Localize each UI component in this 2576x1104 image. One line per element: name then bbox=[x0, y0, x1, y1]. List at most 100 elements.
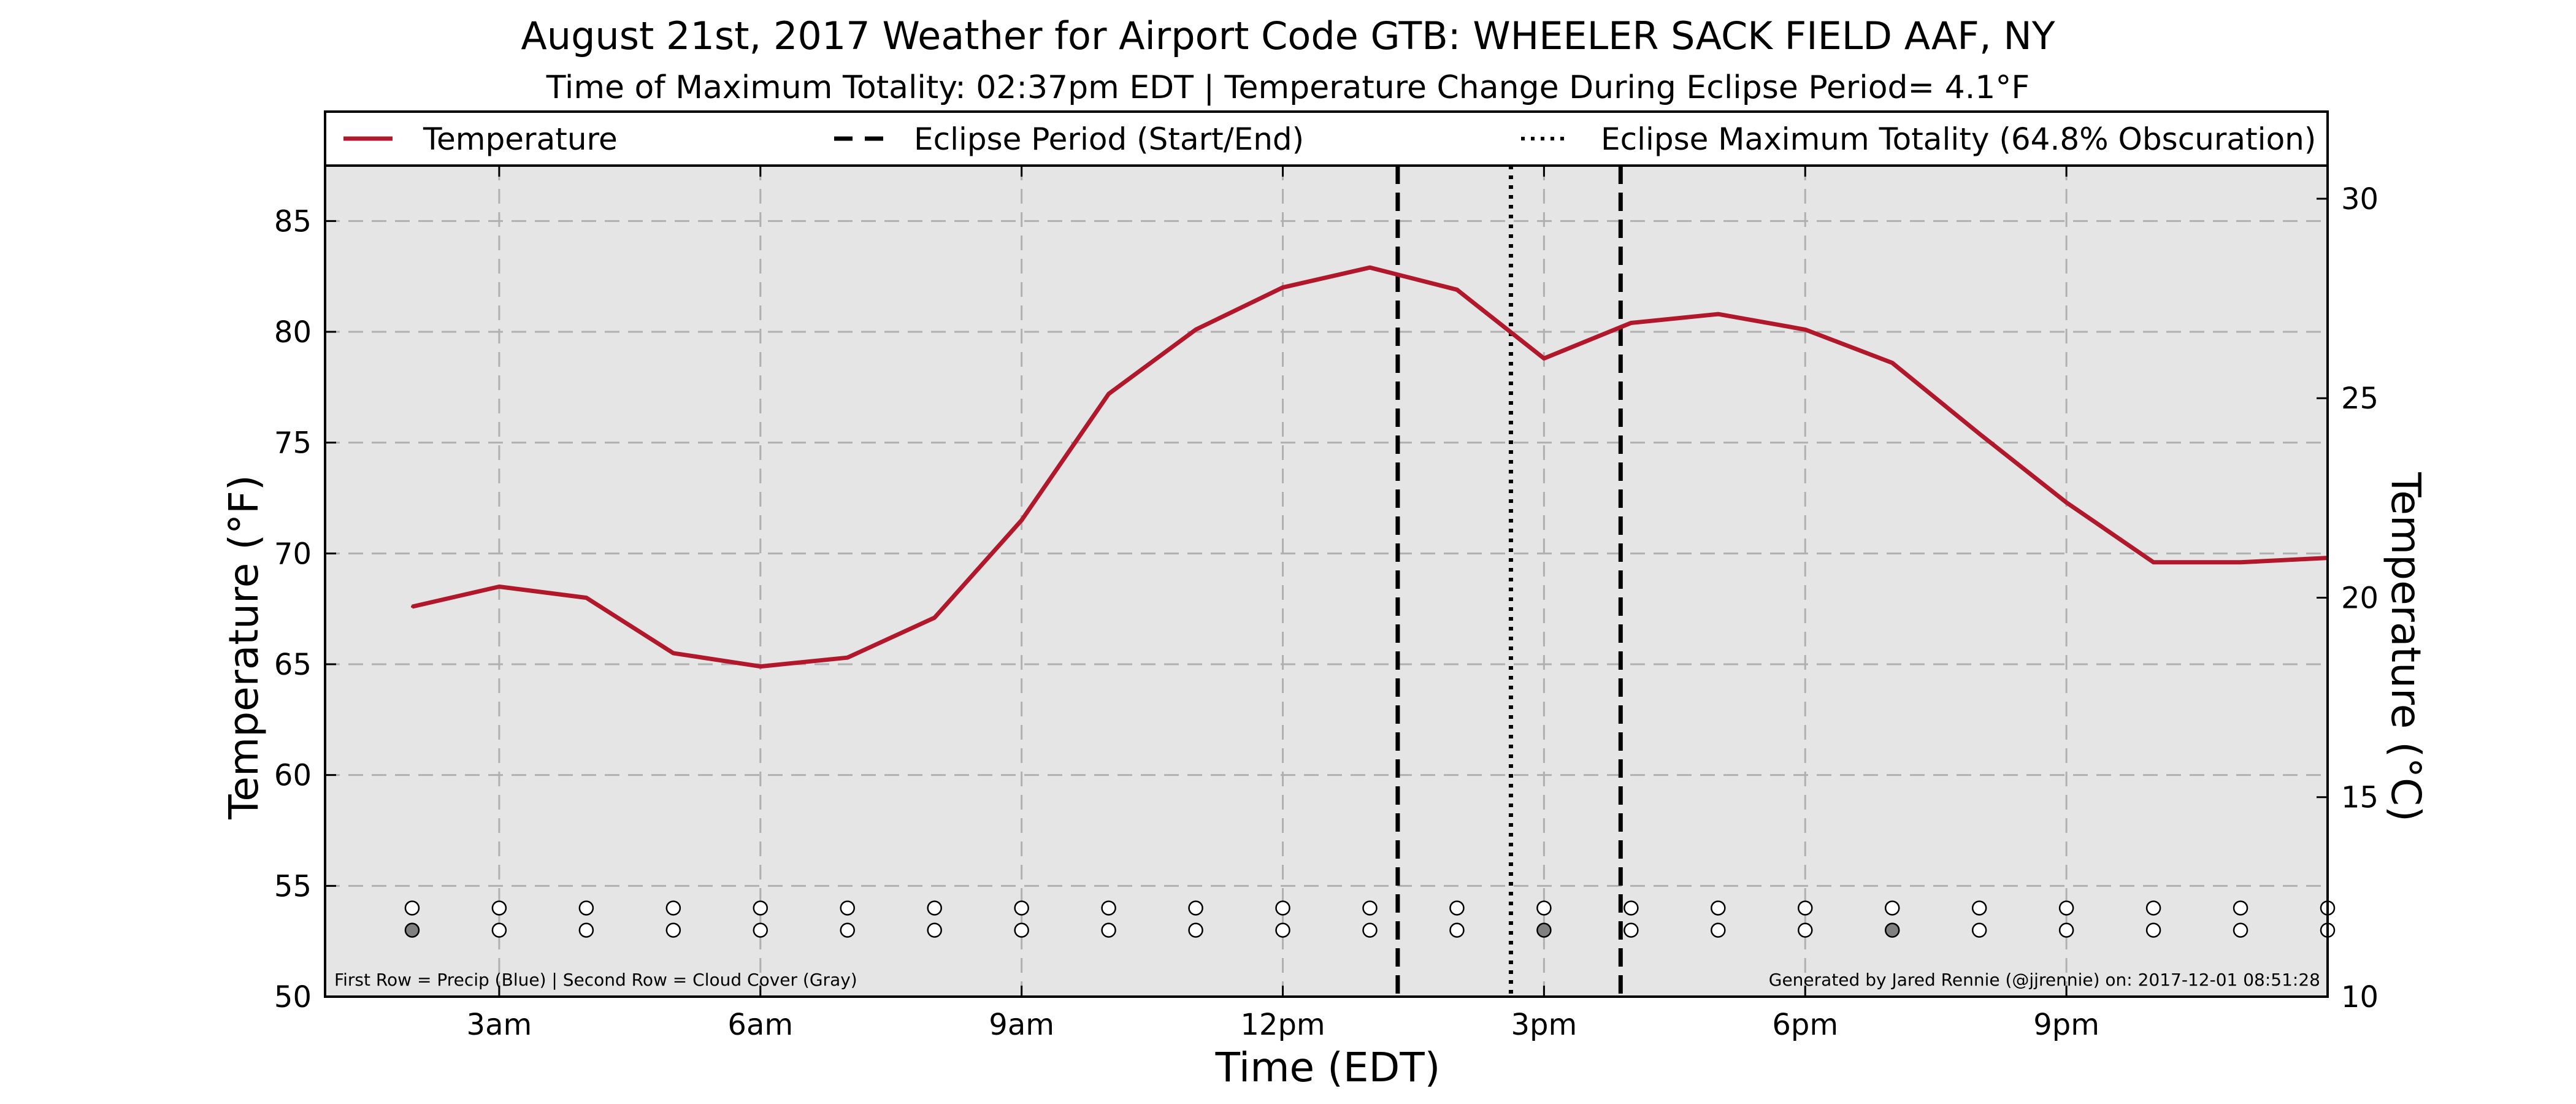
legend-box bbox=[324, 110, 2329, 167]
cloud-cover-marker bbox=[491, 922, 507, 938]
precip-marker bbox=[840, 900, 855, 916]
cloud-cover-marker bbox=[665, 922, 681, 938]
temperature-point bbox=[1020, 519, 1023, 522]
temperature-point bbox=[1455, 288, 1459, 291]
plot-area bbox=[325, 166, 2328, 997]
cloud-cover-marker bbox=[1798, 922, 1813, 938]
precip-marker bbox=[491, 900, 507, 916]
temperature-point bbox=[933, 616, 936, 619]
y-left-tick-label: 75 bbox=[274, 426, 312, 461]
temperature-point bbox=[1194, 328, 1197, 331]
precip-marker bbox=[1014, 900, 1029, 916]
y-axis-left-label: Temperature (°F) bbox=[220, 475, 267, 820]
cloud-cover-marker bbox=[1711, 922, 1726, 938]
temperature-point bbox=[585, 596, 588, 599]
temperature-point bbox=[2065, 501, 2068, 504]
x-tick-label: 6pm bbox=[1772, 1008, 1838, 1042]
x-tick-label: 3am bbox=[467, 1008, 532, 1042]
precip-marker bbox=[1798, 900, 1813, 916]
y-right-tick-label: 15 bbox=[2341, 781, 2379, 815]
y-right-tick-label: 20 bbox=[2341, 581, 2379, 615]
precip-marker bbox=[1101, 900, 1116, 916]
y-left-tick-label: 55 bbox=[274, 869, 312, 903]
x-axis-ticks: 3am 6am 9am 12pm 3pm 6pm 9pm bbox=[467, 166, 2099, 1042]
cloud-cover-marker bbox=[1101, 922, 1116, 938]
temperature-point bbox=[1281, 286, 1284, 289]
legend-label: Eclipse Period (Start/End) bbox=[914, 121, 1304, 157]
cloud-cover-marker bbox=[1971, 922, 1987, 938]
precip-marker bbox=[1536, 900, 1552, 916]
chart-title: August 21st, 2017 Weather for Airport Co… bbox=[521, 13, 2055, 58]
precip-marker bbox=[2058, 900, 2074, 916]
precip-marker bbox=[665, 900, 681, 916]
cloud-cover-marker bbox=[1449, 922, 1465, 938]
cloud-cover-marker bbox=[1884, 922, 1900, 938]
footnote-left: First Row = Precip (Blue) | Second Row =… bbox=[334, 970, 857, 990]
footnote-right: Generated by Jared Rennie (@jjrennie) on… bbox=[1769, 970, 2320, 990]
chart-subtitle: Time of Maximum Totality: 02:37pm EDT | … bbox=[546, 69, 2030, 106]
precip-marker bbox=[1275, 900, 1290, 916]
cloud-cover-marker bbox=[1014, 922, 1029, 938]
precip-marker bbox=[1711, 900, 1726, 916]
legend: Temperature Eclipse Period (Start/End) Ecl… bbox=[324, 110, 2329, 167]
cloud-cover-marker bbox=[2145, 922, 2161, 938]
cloud-cover-marker bbox=[927, 922, 942, 938]
temperature-point bbox=[497, 585, 500, 588]
indicator-rows bbox=[404, 900, 2336, 938]
legend-label: Eclipse Maximum Totality (64.8% Obscurat… bbox=[1601, 121, 2316, 157]
legend-label: Temperature bbox=[423, 121, 618, 157]
y-right-tick-label: 10 bbox=[2341, 980, 2379, 1014]
precip-marker bbox=[1188, 900, 1203, 916]
x-tick-label: 12pm bbox=[1240, 1008, 1325, 1042]
y-right-tick-label: 30 bbox=[2341, 182, 2379, 217]
y-right-tick-label: 25 bbox=[2341, 381, 2379, 416]
cloud-cover-marker bbox=[1362, 922, 1378, 938]
eclipse-lines bbox=[1395, 166, 1623, 997]
y-axis-right-label: Temperature (°C) bbox=[2382, 472, 2429, 822]
temperature-point bbox=[846, 656, 849, 659]
temperature-point bbox=[1107, 393, 1110, 396]
cloud-cover-marker bbox=[404, 922, 420, 938]
temperature-point bbox=[2152, 561, 2155, 564]
temperature-point bbox=[1543, 357, 1546, 360]
precip-marker bbox=[404, 900, 420, 916]
temperature-point bbox=[759, 665, 762, 668]
temperature-point bbox=[1978, 432, 1981, 435]
cloud-cover-marker bbox=[2233, 922, 2248, 938]
x-tick-label: 6am bbox=[727, 1008, 793, 1042]
precip-marker bbox=[753, 900, 769, 916]
temperature-point bbox=[1630, 321, 1633, 324]
cloud-cover-marker bbox=[1275, 922, 1290, 938]
temperature-point bbox=[2239, 561, 2242, 564]
x-tick-label: 9pm bbox=[2033, 1008, 2099, 1042]
precip-marker bbox=[2233, 900, 2248, 916]
cloud-cover-marker bbox=[1536, 922, 1552, 938]
temperature-point bbox=[1368, 266, 1371, 269]
precip-marker bbox=[1623, 900, 1639, 916]
y-left-tick-label: 80 bbox=[274, 315, 312, 350]
precip-marker bbox=[578, 900, 594, 916]
y-left-tick-label: 60 bbox=[274, 759, 312, 793]
y-left-tick-label: 65 bbox=[274, 648, 312, 682]
precip-marker bbox=[1362, 900, 1378, 916]
x-axis-label: Time (EDT) bbox=[1215, 1044, 1441, 1091]
y-left-tick-label: 50 bbox=[274, 980, 312, 1014]
temperature-point bbox=[1891, 361, 1894, 364]
temperature-points bbox=[410, 266, 2329, 668]
y-axis-left-ticks: 50 55 60 65 70 75 80 85 bbox=[274, 204, 336, 1014]
temperature-point bbox=[410, 605, 413, 608]
precip-marker bbox=[1449, 900, 1465, 916]
temperature-point bbox=[1717, 313, 1720, 316]
cloud-cover-marker bbox=[753, 922, 769, 938]
y-left-tick-label: 85 bbox=[274, 204, 312, 239]
cloud-cover-marker bbox=[840, 922, 855, 938]
cloud-cover-marker bbox=[1188, 922, 1203, 938]
temperature-point bbox=[672, 651, 675, 654]
precip-marker bbox=[927, 900, 942, 916]
precip-marker bbox=[1884, 900, 1900, 916]
cloud-cover-marker bbox=[578, 922, 594, 938]
cloud-cover-marker bbox=[1623, 922, 1639, 938]
y-axis-right-ticks: 10 15 20 25 30 bbox=[2317, 182, 2379, 1014]
precip-marker bbox=[2145, 900, 2161, 916]
